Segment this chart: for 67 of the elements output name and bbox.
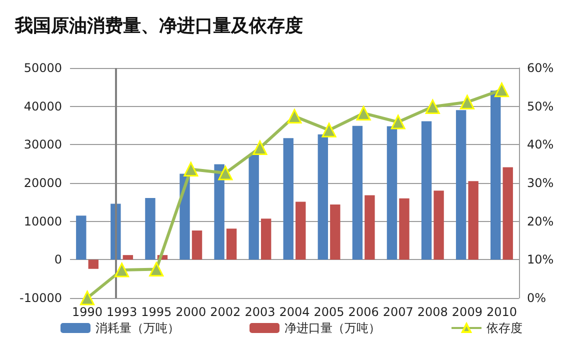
- y-tick-label: 30000: [24, 138, 62, 152]
- bar: [122, 255, 134, 260]
- point: [114, 262, 130, 278]
- chart-title: 我国原油消费量、净进口量及依存度: [14, 16, 303, 36]
- point: [218, 166, 233, 180]
- point: [356, 106, 371, 120]
- x-tick-label: 2007: [382, 305, 414, 319]
- point: [184, 162, 198, 176]
- x-tick-label: 2003: [244, 305, 276, 319]
- bar: [456, 110, 466, 260]
- point: [149, 262, 164, 276]
- point: [460, 94, 474, 110]
- x-tick-label: 2006: [348, 305, 379, 319]
- point: [287, 109, 302, 124]
- x-tick-label: 2000: [176, 305, 206, 319]
- y2-tick-label: 40%: [527, 138, 554, 152]
- bar: [421, 121, 432, 260]
- point: [252, 140, 268, 155]
- y2-tick-label: 30%: [527, 176, 554, 190]
- bar: [318, 134, 328, 260]
- bar: [502, 167, 513, 260]
- point: [425, 99, 440, 114]
- y2-tick-label: 60%: [527, 61, 554, 75]
- y-tick-label: -10000: [19, 291, 62, 305]
- bar: [214, 164, 224, 260]
- x-tick-label: 2009: [452, 305, 482, 319]
- legend-label: 净进口量（万吨）: [284, 321, 380, 335]
- bar: [434, 190, 444, 260]
- bar: [226, 228, 237, 260]
- bar: [88, 260, 98, 269]
- bar: [260, 218, 272, 260]
- bar: [248, 155, 259, 260]
- legend-label: 依存度: [486, 321, 522, 335]
- y2-tick-label: 10%: [527, 252, 554, 267]
- y2-tick-label: 50%: [527, 99, 554, 114]
- x-tick-label: 1993: [106, 305, 138, 319]
- point: [80, 290, 95, 306]
- x-tick-label: 1995: [141, 305, 172, 319]
- bar: [330, 204, 340, 260]
- point: [494, 82, 509, 98]
- bar: [468, 181, 478, 260]
- y-tick-label: 20000: [24, 176, 62, 190]
- x-tick-label: 2005: [314, 305, 344, 319]
- x-tick-label: 2004: [279, 305, 310, 319]
- legend-label: 消耗量（万吨）: [96, 321, 180, 335]
- bar: [296, 202, 306, 260]
- y-tick-label: 0: [54, 252, 62, 267]
- y2-tick-label: 20%: [527, 214, 554, 228]
- bar: [490, 90, 501, 260]
- bar: [76, 216, 86, 260]
- bar: [399, 198, 410, 260]
- x-tick-label: 2002: [210, 305, 241, 319]
- bar: [145, 198, 156, 260]
- bar: [192, 230, 202, 260]
- y-tick-label: 50000: [24, 61, 62, 75]
- x-tick-label: 1990: [72, 305, 103, 319]
- bar: [386, 126, 398, 260]
- point: [390, 114, 406, 130]
- x-tick-label: 2008: [417, 305, 448, 319]
- x-tick-label: 2010: [486, 305, 518, 319]
- point: [322, 122, 336, 138]
- y-tick-label: 40000: [24, 99, 62, 114]
- y2-tick-label: 0%: [527, 291, 546, 305]
- bar: [283, 138, 294, 260]
- bar: [364, 195, 375, 260]
- bar: [352, 126, 363, 260]
- y-tick-label: 10000: [24, 214, 62, 228]
